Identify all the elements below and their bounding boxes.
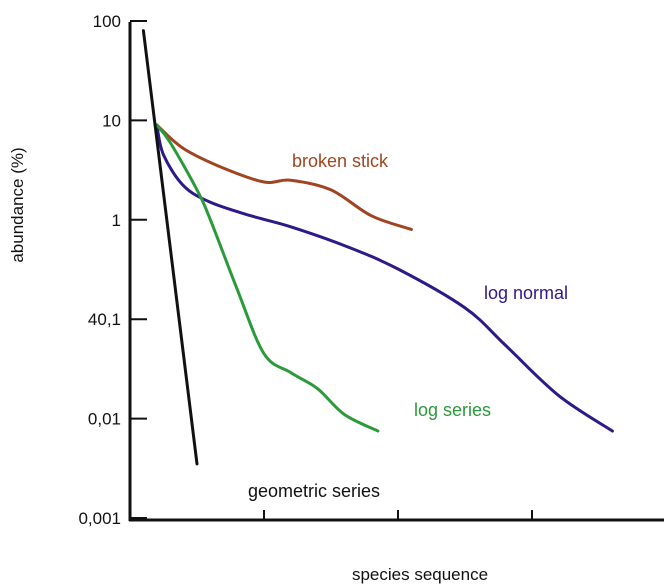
y-tick-label: 1 <box>112 211 121 230</box>
x-ticks <box>263 510 533 520</box>
axes <box>128 22 664 522</box>
x-axis-title: species sequence <box>352 565 488 584</box>
series-line-broken-stick <box>155 123 413 231</box>
series-lines <box>141 29 614 466</box>
series-label-log-normal: log normal <box>484 283 568 303</box>
y-tick-label: 0,01 <box>88 410 121 429</box>
series-label-geometric-series: geometric series <box>248 481 380 501</box>
y-ticks: 0,001 0,01 40,1 1 10 100 <box>78 12 147 528</box>
series-line-geometric-series <box>141 29 199 466</box>
y-axis-title: abundance (%) <box>8 147 27 262</box>
series-labels: broken stick log normal log series geome… <box>248 151 568 501</box>
series-line-log-normal <box>155 123 614 433</box>
series-label-log-series: log series <box>414 400 491 420</box>
y-tick-label: 100 <box>93 12 121 31</box>
series-label-broken-stick: broken stick <box>292 151 389 171</box>
series-line-log-series <box>155 123 380 433</box>
y-tick-label: 0,001 <box>78 509 121 528</box>
y-tick-label: 10 <box>102 111 121 130</box>
y-tick-label: 40,1 <box>88 310 121 329</box>
